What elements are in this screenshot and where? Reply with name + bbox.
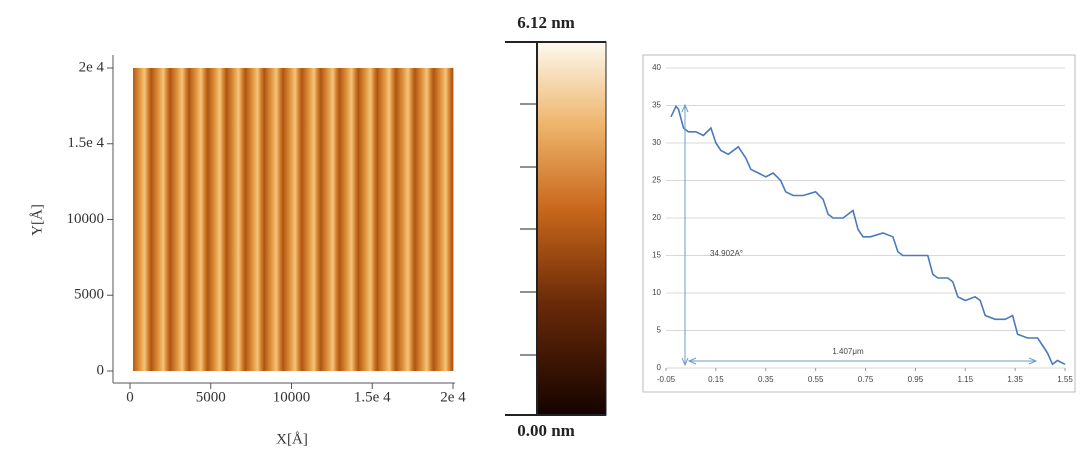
x-tick-label: 0.75 [858,375,874,384]
afm-stripe [340,68,360,371]
x-tick-label: 5000 [196,389,226,405]
colorbar-label: 6.12 nm [517,13,575,32]
afm-stripe [264,68,284,371]
x-tick-label: 0.35 [758,375,774,384]
x-tick-label: 1.55 [1057,375,1073,384]
y-tick-label: 10000 [67,211,105,227]
afm-stripe [208,68,228,371]
y-tick-label: 0 [97,362,105,378]
annotation: 1.407μm [832,347,864,356]
x-tick-label: 1.35 [1007,375,1023,384]
colorbar [536,41,607,416]
x-axis-label: X[Å] [276,431,308,447]
afm-stripe [434,68,454,371]
colorbar-label: 0.00 nm [517,421,575,440]
afm-stripe [227,68,247,371]
afm-stripe [358,68,379,371]
x-tick-label: 0.15 [708,375,724,384]
y-tick-label: 30 [652,138,661,147]
afm-stripe [133,68,153,371]
chart-frame [642,54,1076,393]
y-tick-label: 25 [652,176,661,185]
afm-stripe [170,68,190,371]
x-tick-label: 1.15 [957,375,973,384]
x-tick-label: 2e 4 [440,389,466,405]
afm-stripe [189,68,209,371]
profile-line [670,104,1066,366]
afm-stripe [377,68,397,371]
y-tick-label: 10 [652,288,661,297]
x-tick-label: 10000 [273,389,311,405]
arrow-head [681,103,689,367]
y-tick-label: 5000 [74,287,104,303]
x-tick-label: 0 [126,389,134,405]
y-tick-label: 35 [652,101,661,110]
y-tick-label: 40 [652,63,661,72]
x-tick-label: 1.5e 4 [354,389,391,405]
y-tick-label: 5 [657,326,662,335]
x-tick-label: -0.05 [657,375,676,384]
y-tick-label: 20 [652,213,661,222]
afm-stripe [321,68,341,371]
arrow-head [687,357,1038,365]
y-tick-label: 0 [657,363,662,372]
afm-stripe [245,68,266,371]
afm-stripe [283,68,303,371]
afm-stripe [151,68,172,371]
y-tick-label: 1.5e 4 [67,135,104,151]
annotation: 34.902A° [710,249,743,258]
x-tick-label: 0.95 [908,375,924,384]
x-tick-label: 0.55 [808,375,824,384]
afm-stripe [302,68,322,371]
afm-stripe [415,68,435,371]
afm-stripe [396,68,416,371]
y-tick-label: 15 [652,251,661,260]
y-tick-label: 2e 4 [79,59,105,75]
y-axis-label: Y[Å] [29,204,45,236]
